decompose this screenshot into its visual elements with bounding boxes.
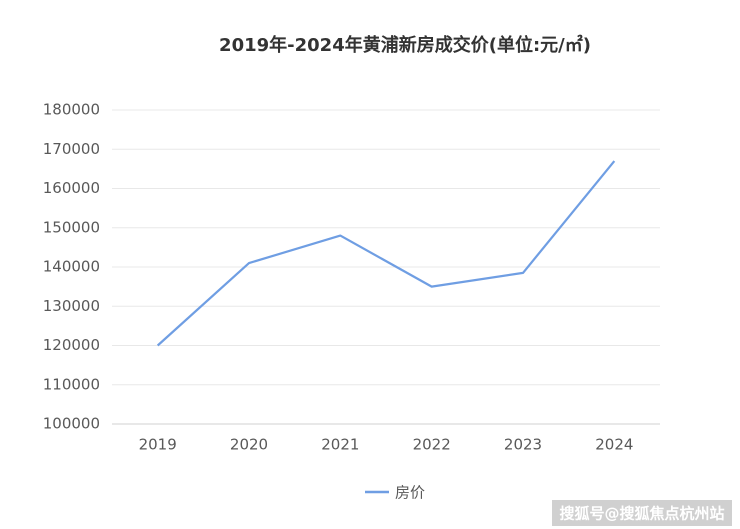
y-tick-label: 140000 bbox=[43, 258, 100, 276]
y-tick-label: 160000 bbox=[43, 179, 100, 197]
y-tick-label: 100000 bbox=[43, 415, 100, 433]
x-tick-label: 2024 bbox=[595, 436, 633, 454]
x-tick-label: 2019 bbox=[139, 436, 177, 454]
y-tick-label: 120000 bbox=[43, 336, 100, 354]
x-tick-label: 2020 bbox=[230, 436, 268, 454]
y-tick-label: 110000 bbox=[43, 375, 100, 393]
x-tick-label: 2023 bbox=[504, 436, 542, 454]
data-line bbox=[156, 160, 616, 347]
x-tick-label: 2022 bbox=[413, 436, 451, 454]
chart-title: 2019年-2024年黄浦新房成交价(单位:元/㎡) bbox=[219, 34, 591, 56]
watermark-bg bbox=[552, 500, 732, 526]
y-tick-label: 150000 bbox=[43, 218, 100, 236]
x-tick-label: 2021 bbox=[321, 436, 359, 454]
y-tick-label: 170000 bbox=[43, 140, 100, 158]
watermark: 搜狐号@搜狐焦点杭州站 bbox=[559, 505, 724, 523]
y-tick-label: 180000 bbox=[43, 101, 100, 119]
legend-label: 房价 bbox=[395, 484, 425, 502]
y-tick-label: 130000 bbox=[43, 297, 100, 315]
